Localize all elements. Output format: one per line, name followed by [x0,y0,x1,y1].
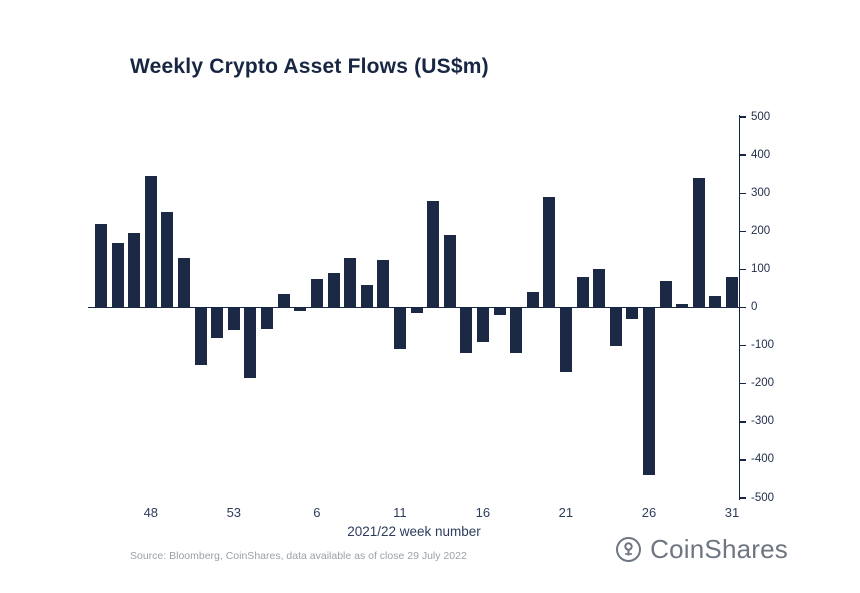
bar [377,259,390,308]
bar [692,178,705,308]
bar [410,307,423,314]
bar [476,307,489,342]
bar [526,292,539,308]
bar [443,235,456,308]
y-tick-label: -100 [751,339,775,352]
y-tick-label: 500 [751,110,771,123]
x-tick-label: 21 [558,505,574,520]
y-tick-label: 300 [751,186,771,199]
bar [726,277,738,308]
bar [294,307,307,312]
x-axis-title: 2021/22 week number [347,524,481,539]
chart-title: Weekly Crypto Asset Flows (US$m) [130,55,489,78]
bar [178,258,190,308]
y-tick-label: 0 [751,301,758,313]
y-tick-mark [740,421,746,423]
y-tick-mark [740,459,746,461]
bar [95,223,107,308]
bar [128,233,141,308]
bar [393,307,406,350]
bar [227,307,240,331]
y-tick-label: -300 [751,415,775,428]
bar [676,303,689,308]
y-tick-mark [740,268,746,271]
bar [211,307,224,338]
x-tick-label: 26 [641,505,657,520]
coinshares-logo-icon [615,536,642,563]
bar [111,242,124,308]
bar [609,307,622,346]
bar [344,258,357,308]
y-tick-mark [740,497,746,499]
y-tick-mark [740,382,746,385]
y-axis-line [738,115,740,500]
source-note: Source: Bloomberg, CoinShares, data avai… [130,550,467,562]
y-tick-label: -400 [751,453,775,466]
bar [460,307,473,354]
x-tick-label: 53 [226,505,242,520]
bar [493,307,506,316]
bar [194,307,207,365]
bar [576,277,589,308]
bar [261,307,274,329]
bar [327,273,340,308]
y-tick-mark [740,154,746,156]
y-tick-mark [740,192,746,194]
y-tick-mark [740,306,746,309]
y-tick-label: -500 [751,491,775,504]
bar [427,200,440,308]
plot-area: 500 400 300 200 100 0 -100 -200 -300 -400 -500 48 53… [88,111,774,520]
bar [659,280,672,308]
bar [144,176,157,308]
y-tick-label: 200 [751,224,771,237]
coinshares-logo: CoinShares [615,534,788,565]
bar [244,307,257,378]
bar [360,284,373,308]
bar [543,197,556,308]
bar [559,307,572,373]
bar [709,296,722,308]
bar [626,307,639,319]
bar [593,269,606,308]
bar [310,278,323,308]
bar [510,307,523,354]
coinshares-logo-text: CoinShares [650,534,788,564]
x-tick-label: 16 [475,505,491,520]
x-tick-label: 6 [313,505,321,520]
bar [161,212,174,308]
y-tick-mark [740,116,746,118]
bar [643,307,655,476]
y-tick-mark [740,344,746,347]
y-tick-label: -200 [751,377,775,390]
x-tick-label: 31 [724,505,740,520]
y-tick-label: 100 [751,262,771,275]
y-tick-mark [740,230,746,232]
bar [277,294,290,308]
y-tick-label: 400 [751,148,771,161]
x-tick-label: 48 [143,505,159,520]
x-tick-label: 11 [393,505,407,520]
